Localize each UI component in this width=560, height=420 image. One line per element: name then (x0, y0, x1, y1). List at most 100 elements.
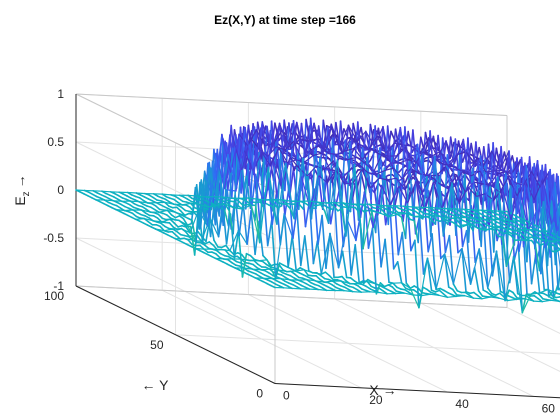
surface-segment (295, 266, 302, 272)
surface-segment (290, 164, 297, 169)
surface-segment (310, 145, 317, 220)
surface-segment (557, 175, 560, 217)
surface-segment (502, 169, 512, 175)
surface-segment (495, 251, 506, 301)
surface-segment (315, 280, 325, 283)
surface-segment (362, 148, 372, 160)
surface-segment (215, 153, 226, 189)
axis-line (274, 383, 560, 399)
surface-segment (387, 177, 397, 181)
surface-segment (266, 219, 273, 247)
surface-segment (462, 139, 473, 189)
surface-segment (253, 121, 263, 175)
x-axis-label: X → (369, 382, 396, 398)
surface-segment (486, 150, 493, 180)
surface-segment (188, 194, 197, 197)
surface-segment (363, 191, 374, 228)
surface-segment (395, 126, 402, 193)
surface-segment (419, 137, 430, 154)
surface-segment (500, 219, 510, 222)
surface-segment (399, 127, 410, 179)
surface-segment (244, 127, 255, 175)
surface-segment (498, 292, 505, 298)
surface-segment (354, 244, 361, 284)
surface-segment (341, 275, 347, 282)
surface-segment (173, 198, 179, 204)
surface-segment (557, 265, 560, 291)
surface-segment (252, 263, 258, 269)
surface-segment (270, 219, 277, 280)
surface-segment (477, 222, 484, 227)
surface-segment (278, 122, 285, 155)
axis-line (75, 285, 276, 384)
surface-segment (400, 216, 407, 240)
surface-segment (454, 139, 464, 164)
surface-segment (272, 157, 278, 198)
surface-segment (339, 125, 350, 149)
surface-segment (225, 201, 231, 206)
surface-segment (195, 171, 206, 243)
surface-segment (550, 200, 557, 266)
surface-segment (407, 180, 417, 204)
surface-segment (136, 192, 146, 195)
surface-segment (525, 165, 536, 249)
surface-segment (282, 199, 292, 202)
surface-segment (461, 247, 467, 293)
surface-segment (178, 219, 188, 226)
surface-segment (533, 178, 544, 200)
surface-segment (285, 203, 292, 210)
surface-segment (304, 154, 314, 163)
surface-segment (192, 239, 202, 242)
x-tick-label: 0 (283, 389, 290, 403)
surface-segment (218, 154, 229, 216)
svg-text:Ez→: Ez → (12, 174, 32, 205)
surface-segment (171, 230, 177, 237)
surface-segment (286, 270, 296, 273)
surface-segment (421, 175, 428, 220)
surface-segment (499, 176, 509, 193)
surface-segment (397, 212, 407, 215)
surface-segment (452, 283, 459, 292)
surface-segment (409, 288, 420, 308)
surface-segment (517, 243, 524, 314)
surface-segment (261, 268, 270, 271)
surface-segment (426, 258, 437, 290)
surface-segment (237, 230, 248, 245)
z-tick-label: -1 (53, 279, 64, 293)
surface-segment (353, 148, 363, 160)
surface-segment (324, 280, 333, 283)
z-tick-label: 0 (57, 183, 64, 197)
surface-segment (496, 170, 506, 175)
surface-segment (423, 214, 433, 218)
surface-segment (554, 182, 560, 240)
surface-segment (435, 253, 446, 290)
surface-segment (178, 197, 184, 203)
surface-segment (190, 202, 200, 205)
surface-segment (248, 197, 258, 200)
surface-segment (158, 209, 168, 213)
surface-segment (465, 176, 472, 184)
surface-segment (358, 164, 369, 174)
surface-segment (538, 293, 544, 300)
surface-segment (557, 236, 560, 239)
surface-segment (204, 171, 214, 203)
surface-segment (341, 250, 348, 279)
surface-segment (484, 184, 491, 232)
surface-segment (453, 171, 464, 186)
surface-segment (357, 284, 363, 290)
surface-segment (447, 295, 457, 298)
surface-segment (373, 126, 384, 147)
surface-segment (436, 166, 446, 176)
surface-segment (394, 205, 404, 207)
surface-segment (184, 211, 194, 216)
surface-segment (294, 273, 300, 279)
surface-segment (432, 181, 443, 210)
surface-segment (184, 230, 191, 238)
surface-segment (360, 172, 367, 193)
surface-segment (482, 151, 493, 167)
surface-segment (312, 240, 319, 265)
surface-segment (477, 227, 487, 231)
surface-segment (354, 206, 360, 213)
surface-segment (366, 157, 372, 200)
